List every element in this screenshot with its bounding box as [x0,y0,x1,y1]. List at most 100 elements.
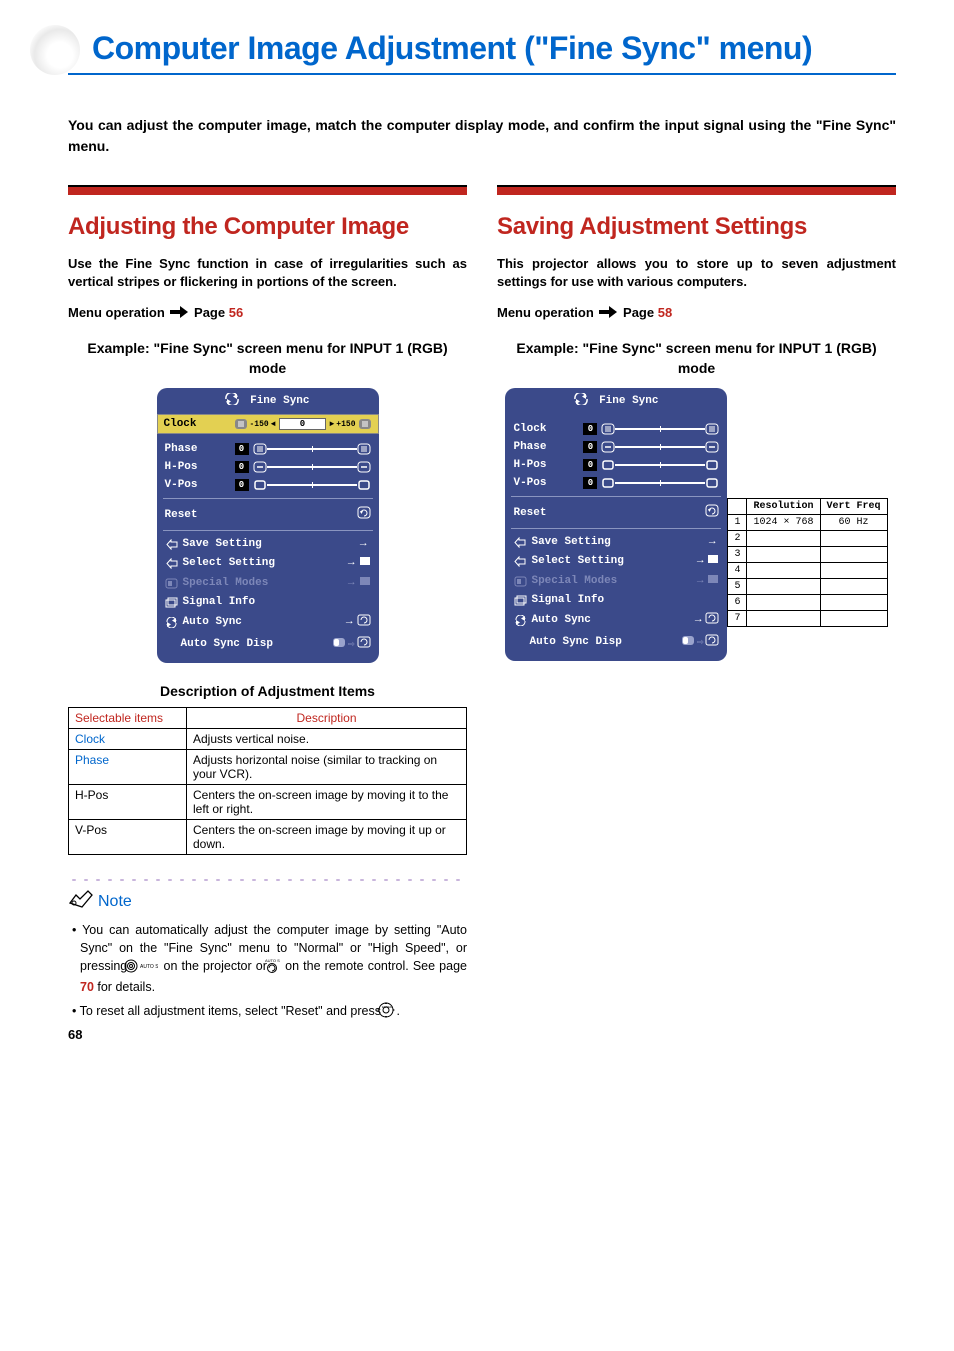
fs-param-label: Phase [513,441,583,453]
param-start-icon [253,443,267,455]
fs-min: -150 [250,420,269,429]
fs-item-row: Special Modes→ [513,571,719,591]
res-vertfreq [820,547,887,563]
table-row: PhaseAdjusts horizontal noise (similar t… [69,750,467,785]
res-resolution [747,563,820,579]
reset-icon [705,504,719,521]
fs-param-value: 0 [583,459,597,471]
fs-item-label: Select Setting [183,557,275,569]
param-start-icon [601,459,615,471]
fs-active-value: 0 [279,418,327,430]
left-heading: Adjusting the Computer Image [68,213,467,241]
param-end-icon [357,461,371,473]
res-vertfreq: 60 Hz [820,515,887,531]
res-vertfreq [820,611,887,627]
param-start-icon [601,423,615,435]
res-index: 5 [728,579,747,595]
page-link-58[interactable]: 58 [658,305,672,320]
fs-reset-row: Reset [165,503,371,526]
fs-slider [267,484,357,486]
fs-param-value: 0 [583,477,597,489]
fs-param-row: Phase0 [513,438,719,456]
box-icon [707,554,719,568]
fs-item-row: Auto Sync Disp⇨ [165,633,371,655]
arrow-right-icon: → [709,536,716,548]
fs-item-label: Auto Sync [183,616,242,628]
param-end-icon [705,477,719,489]
table-row: 3 [728,547,887,563]
desc-item[interactable]: Clock [69,729,187,750]
fs-item-label: Save Setting [183,538,262,550]
fs-item-label: Auto Sync [531,614,590,626]
fine-sync-menu-left: Fine Sync Clock -150 ◄ 0 ► +150 Phase0H-… [157,388,379,663]
desc-header-desc: Description [187,708,467,729]
note-2b: . [396,1004,399,1018]
res-resolution: 1024 × 768 [747,515,820,531]
fs-item-row: Special Modes→ [165,573,371,593]
fs-param-value: 0 [583,423,597,435]
note-2a: To reset all adjustment items, select "R… [80,1004,385,1018]
table-row: ClockAdjusts vertical noise. [69,729,467,750]
sync-small-icon [705,612,719,628]
sync-icon [225,397,246,409]
fs-param-row: Phase0 [165,440,371,458]
svg-text:AUTO SYNC: AUTO SYNC [140,964,158,970]
res-resolution [747,611,820,627]
table-row: 2 [728,531,887,547]
note-item-2: To reset all adjustment items, select "R… [70,1002,467,1024]
box-icon [359,576,371,590]
dotted-separator [68,877,467,883]
fs-param-label: Phase [165,443,235,455]
desc-item[interactable]: Phase [69,750,187,785]
res-header-vertfreq: Vert Freq [820,499,887,515]
menu-op-prefix: Menu operation [497,305,594,320]
fs-param-row: H-Pos0 [513,456,719,474]
fs-item-row: Select Setting→ [513,551,719,571]
enter-button-icon: ENTER [385,1002,395,1024]
table-row: 7 [728,611,887,627]
left-column: Adjusting the Computer Image Use the Fin… [68,185,467,1030]
param-end-icon [705,459,719,471]
box-icon [359,556,371,570]
fs-item-label: Special Modes [183,577,269,589]
fs-item-row: Auto Sync → [165,611,371,633]
note-1b: on the projector or [159,959,271,973]
page-link-70[interactable]: 70 [80,980,94,994]
table-row: 6 [728,595,887,611]
res-index: 7 [728,611,747,627]
res-resolution [747,595,820,611]
res-vertfreq [820,595,887,611]
note-hand-icon [68,889,94,914]
note-list: You can automatically adjust the compute… [68,922,467,1024]
page-link-56[interactable]: 56 [229,305,243,320]
outline-arrow-icon: ⇨ [697,635,704,649]
arrow-right-icon: → [346,616,353,628]
item-lead-icon [513,614,527,626]
arrow-right-icon: → [697,575,704,587]
fs-param-row: V-Pos0 [165,476,371,494]
fs-item-row: Save Setting→ [513,533,719,551]
fs-item-row: Signal Info [513,591,719,609]
corner-decoration [30,25,80,75]
reset-icon [357,506,371,523]
param-end-icon [357,479,371,491]
menu-op-prefix: Menu operation [68,305,165,320]
right-menu-operation: Menu operation Page 58 [497,305,896,321]
note-1c: on the remote control. See page [281,959,467,973]
menu-op-page-label: Page [623,305,654,320]
res-resolution [747,579,820,595]
fs-max: +150 [336,420,355,429]
auto-sync-remote-icon: AUTO SYNC [272,957,280,979]
box-icon [707,574,719,588]
fine-sync-menu-right: Fine Sync Clock0Phase0H-Pos0V-Pos0 Reset… [505,388,727,661]
table-row: 5 [728,579,887,595]
left-example-caption: Example: "Fine Sync" screen menu for INP… [68,339,467,378]
fs-param-row: V-Pos0 [513,474,719,492]
right-column: Saving Adjustment Settings This projecto… [497,185,896,1030]
fs-menu-title: Fine Sync [505,388,727,414]
sync-outline-icon [705,634,719,650]
fs-param-row: Clock0 [513,420,719,438]
fs-item-row: Auto Sync→ [513,609,719,631]
fs-param-label: H-Pos [165,461,235,473]
param-end-icon [705,441,719,453]
